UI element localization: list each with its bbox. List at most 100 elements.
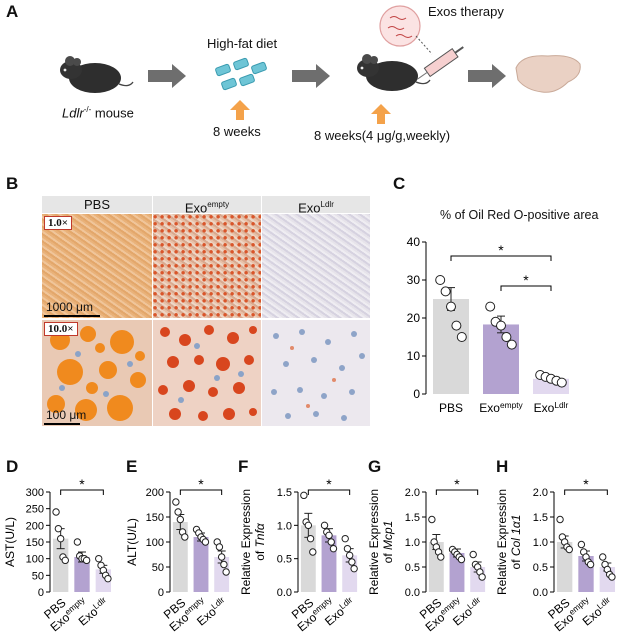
data-point — [496, 320, 506, 331]
y-tick-label: 0 — [413, 387, 420, 401]
significance-star: * — [79, 478, 85, 492]
y-tick-label: 1.0 — [405, 537, 420, 549]
y-tick-label: 0.0 — [405, 587, 420, 599]
data-point — [440, 286, 451, 297]
significance-bracket — [179, 489, 223, 495]
data-point — [320, 521, 329, 530]
y-tick-label: 0.0 — [277, 587, 292, 599]
y-tick-label: 0 — [38, 587, 44, 599]
data-point — [304, 521, 313, 530]
significance-bracket — [307, 489, 351, 495]
y-axis-label: ALT(U/L) — [125, 518, 139, 566]
chart-g: 0.00.51.01.52.0PBSExoemptyExoLdlr*Relati… — [368, 478, 486, 634]
y-axis-label-line1: Relative Expression — [368, 489, 381, 595]
data-point — [435, 275, 446, 285]
data-point — [428, 515, 436, 524]
y-axis-label-line1: Relative Expression — [240, 489, 253, 595]
y-tick-label: 10 — [407, 349, 421, 363]
data-point — [181, 533, 189, 541]
panel-label-d: D — [6, 457, 19, 476]
significance-bracket — [435, 489, 479, 495]
panel-label-a: A — [6, 2, 19, 21]
y-tick-label: 20 — [407, 311, 421, 325]
micrograph-pbs-low — [42, 214, 152, 318]
panel-label-e: E — [126, 457, 138, 476]
y-axis-label-line2: of Tnfα — [253, 522, 267, 561]
y-tick-label: 100 — [146, 537, 164, 549]
data-point — [82, 556, 91, 565]
y-tick-label: 250 — [26, 504, 44, 516]
significance-bracket — [500, 285, 552, 291]
data-point — [56, 534, 65, 543]
significance-bracket — [564, 489, 608, 495]
data-point — [215, 543, 224, 551]
y-tick-label: 200 — [146, 487, 164, 499]
data-point — [172, 498, 180, 506]
bar-exo-empty — [483, 324, 519, 394]
y-axis-label: AST(U/L) — [3, 517, 17, 567]
data-point — [556, 377, 567, 388]
data-point — [345, 551, 354, 560]
y-tick-label: 150 — [26, 537, 44, 549]
data-point — [556, 515, 564, 524]
data-point — [451, 320, 462, 331]
y-tick-label: 150 — [146, 512, 164, 524]
significance-star: * — [198, 478, 204, 492]
chart-d: 050100150200250300PBSExoemptyExoLdlr*AST… — [3, 478, 112, 634]
bar-pbs — [556, 542, 573, 592]
mouse-icon — [357, 54, 431, 91]
y-tick-label: 100 — [26, 554, 44, 566]
therapy-duration: 8 weeks(4 μg/g,weekly) — [314, 128, 451, 143]
liver-icon — [515, 55, 581, 93]
y-tick-label: 1.5 — [533, 512, 548, 524]
magnification-low: 1.0× — [44, 216, 73, 230]
data-point — [446, 301, 456, 312]
data-point — [309, 548, 317, 556]
micrograph-exo-ldlr-low — [262, 214, 370, 318]
data-point — [104, 574, 112, 583]
data-point — [457, 555, 466, 564]
x-tick-label-pbs: PBS — [439, 401, 463, 415]
x-tick-label-exo-ldlr: ExoLdlr — [534, 400, 569, 415]
data-point — [599, 553, 607, 561]
magnification-high: 10.0× — [44, 322, 78, 336]
data-point — [485, 301, 496, 312]
column-header-pbs: PBS — [42, 196, 152, 213]
y-tick-label: 0 — [158, 587, 164, 599]
y-tick-label: 50 — [32, 570, 44, 582]
flow-arrow-1 — [148, 64, 186, 88]
flow-arrow-2 — [292, 64, 330, 88]
diet-label: High-fat diet — [207, 36, 278, 51]
data-point — [174, 508, 182, 516]
exosome-syringe-icon — [379, 5, 464, 80]
data-point — [52, 508, 60, 516]
significance-star: * — [583, 478, 589, 492]
data-point — [348, 558, 356, 566]
y-tick-label: 30 — [407, 273, 421, 287]
orange-up-arrow-1 — [230, 100, 250, 120]
y-tick-label: 0.5 — [533, 562, 548, 574]
data-point — [577, 540, 586, 549]
bar-exo-empty — [193, 537, 209, 592]
y-tick-label: 40 — [407, 235, 421, 249]
panel-label-f: F — [238, 457, 249, 476]
data-point — [176, 515, 185, 524]
therapy-label: Exos therapy — [428, 4, 504, 19]
y-tick-label: 2.0 — [533, 487, 548, 499]
data-point — [95, 554, 103, 563]
micrograph-pbs-high — [42, 320, 152, 426]
data-point — [73, 538, 82, 546]
diet-pellets-icon — [215, 57, 267, 91]
micrograph-exo-empty-high — [153, 320, 261, 426]
significance-star: * — [498, 242, 504, 258]
chart-c: 0 10 20 30 40 PBS Exoempty ExoLdlr * * — [407, 235, 569, 415]
panel-label-g: G — [368, 457, 382, 476]
y-tick-label: 0.5 — [405, 562, 420, 574]
chart-c-title: % of Oil Red O-positive area — [440, 208, 599, 222]
y-tick-label: 1.0 — [277, 520, 292, 532]
data-point — [343, 544, 352, 553]
data-point — [327, 538, 335, 546]
micrograph-exo-ldlr-high — [262, 320, 370, 426]
diet-duration: 8 weeks — [213, 124, 261, 139]
